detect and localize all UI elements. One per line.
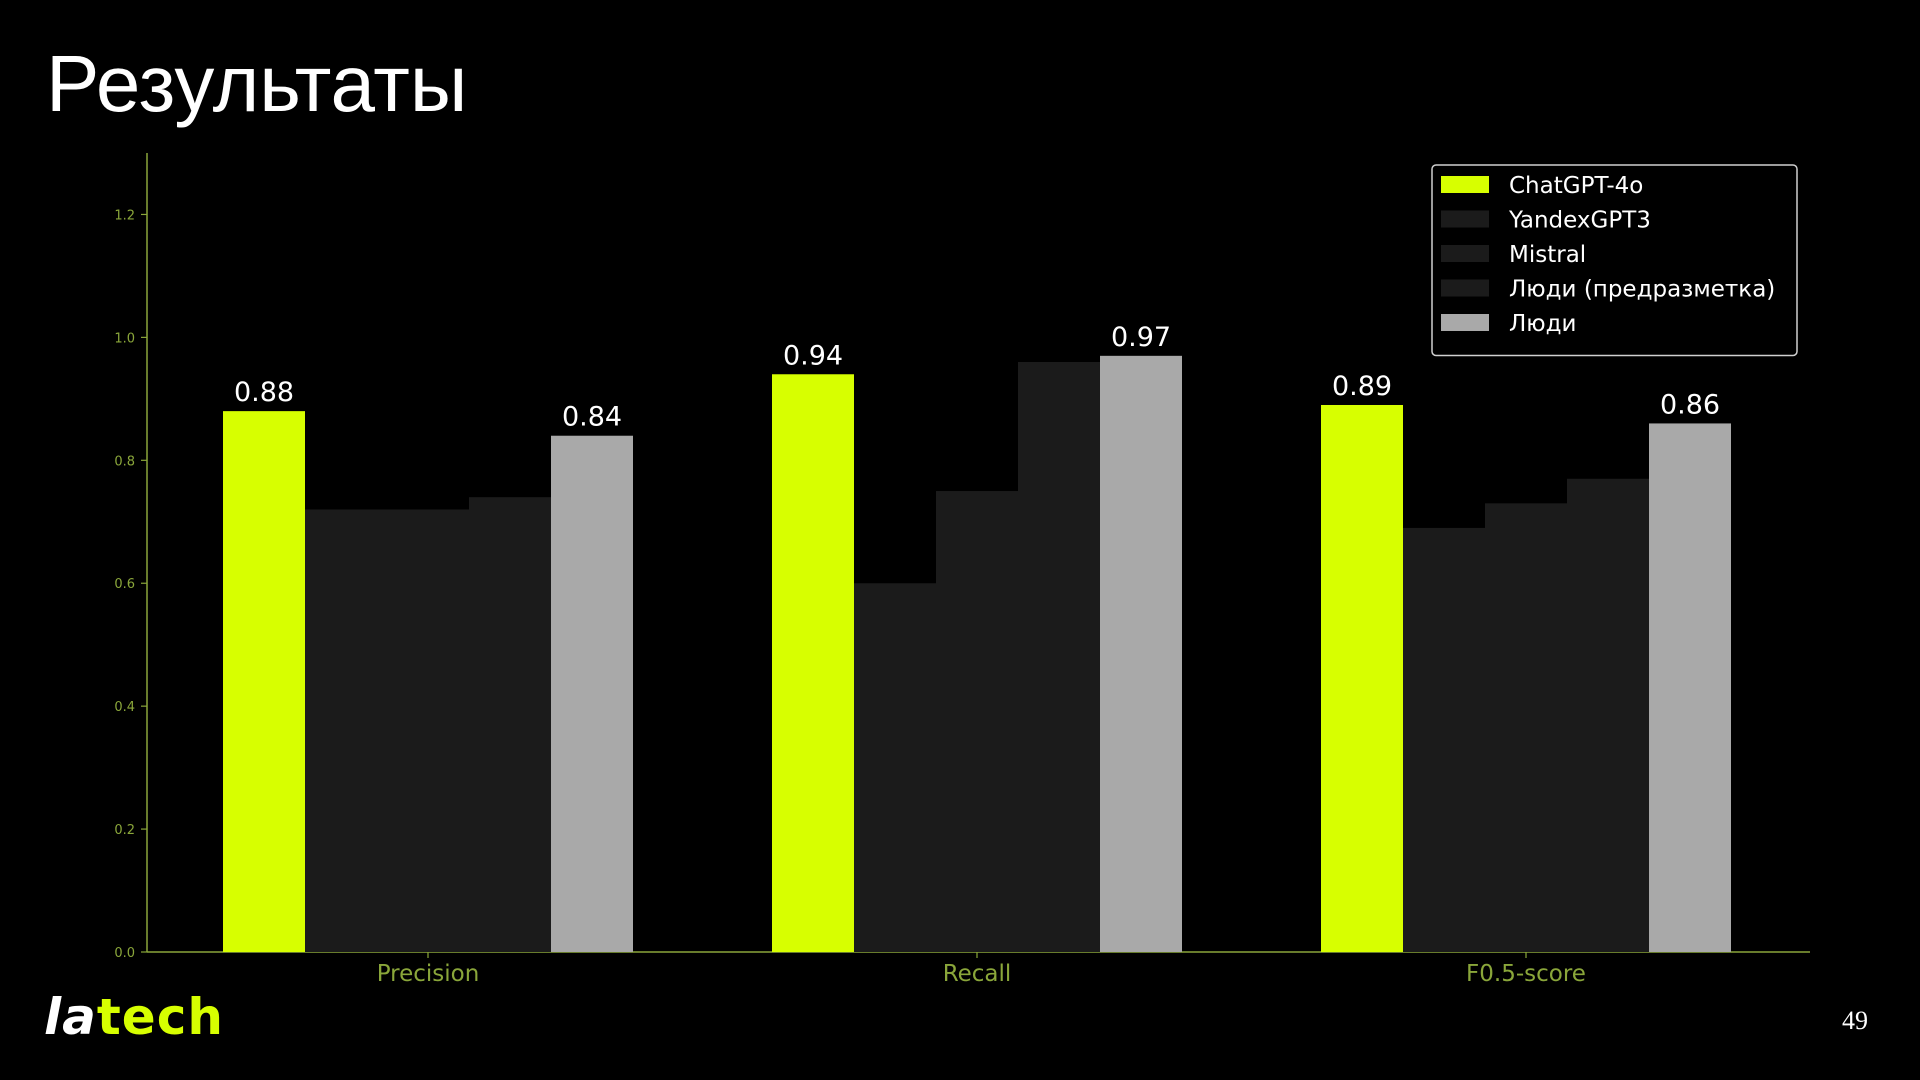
legend-label: Mistral [1509, 242, 1586, 268]
legend-swatch [1441, 176, 1489, 193]
chart-bars [223, 355, 1731, 953]
bar-value-label: 0.88 [234, 377, 294, 408]
y-tick-label: 0.8 [114, 454, 135, 469]
bar [1018, 361, 1100, 952]
logo-text-left: la [44, 988, 97, 1046]
bar [469, 497, 551, 952]
legend-label: YandexGPT3 [1508, 208, 1651, 234]
bar [1100, 355, 1182, 952]
bar-value-label: 0.84 [562, 402, 622, 433]
legend-label: Люди [1509, 311, 1577, 337]
bar-value-label: 0.86 [1660, 389, 1720, 420]
chart-legend: ChatGPT-4o YandexGPT3 Mistral Люди (предраз… [1431, 164, 1798, 357]
logo-text-right: tech [96, 988, 224, 1046]
chart-data-labels: 0.88 0.94 0.89 0.84 0.97 0.86 [234, 322, 1720, 433]
bar [1403, 527, 1485, 952]
x-tick-label: F0.5-score [1466, 961, 1586, 987]
y-tick-label: 0.0 [114, 946, 135, 961]
bar [1485, 503, 1567, 952]
bar [772, 374, 854, 952]
bar-value-label: 0.97 [1111, 322, 1171, 353]
company-logo: la tech [44, 992, 224, 1042]
legend-label: Люди (предразметка) [1509, 277, 1775, 303]
bar [223, 411, 305, 953]
legend-label: ChatGPT-4o [1509, 173, 1643, 199]
y-tick-label: 0.2 [114, 823, 135, 838]
bar-value-label: 0.94 [783, 340, 843, 371]
bar [1649, 423, 1731, 952]
x-tick-label: Recall [943, 961, 1012, 987]
bar-value-label: 0.89 [1332, 371, 1392, 402]
page-number: 49 [1842, 1006, 1868, 1035]
y-tick-label: 0.4 [114, 700, 135, 715]
bar [936, 491, 1018, 952]
bar [1321, 404, 1403, 952]
bar [1567, 478, 1649, 952]
legend-swatch [1441, 279, 1489, 297]
bar [387, 509, 469, 952]
bar [305, 509, 387, 952]
legend-swatch [1441, 314, 1489, 331]
x-tick-label: Precision [377, 961, 480, 987]
legend-box [1431, 164, 1798, 357]
slide-title: Результаты [46, 39, 468, 128]
bar [551, 435, 633, 952]
y-tick-label: 0.6 [114, 577, 135, 592]
bar [854, 583, 936, 952]
y-tick-label: 1.2 [114, 208, 135, 223]
legend-swatch [1441, 210, 1489, 228]
y-tick-label: 1.0 [114, 331, 135, 346]
legend-swatch [1441, 245, 1489, 262]
